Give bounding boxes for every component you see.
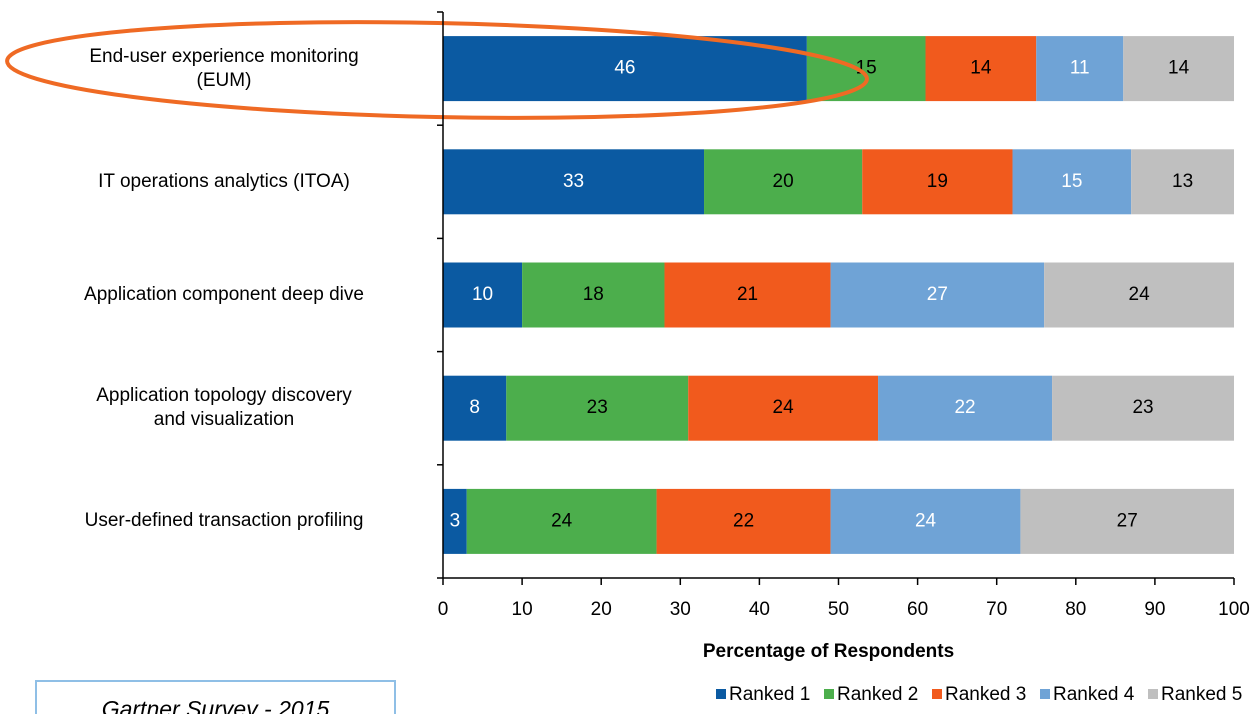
value-label: 11 [1070,58,1090,79]
legend-label: Ranked 1 [729,684,810,705]
value-label: 8 [469,397,480,418]
bar-segment [656,488,831,554]
x-tick-label: 80 [1065,599,1086,620]
x-tick-label: 90 [1144,599,1165,620]
value-label: 15 [856,58,877,79]
value-label: 21 [737,284,758,305]
bar-segment [1020,488,1234,554]
value-label: 46 [614,58,635,79]
value-label: 27 [927,284,948,305]
bar-segment [466,488,657,554]
bar-segment [443,36,807,102]
bar-segment [443,262,523,328]
bar-segment [522,262,665,328]
category-label: IT operations analytics (ITOA) [98,170,350,192]
x-tick-label: 50 [828,599,849,620]
bar-segment [1036,36,1124,102]
legend-swatch [716,689,726,699]
source-note: Gartner Survey - 2015 [35,680,396,714]
category-label: Application component deep dive [84,284,364,305]
value-label: 19 [927,171,948,192]
value-label: 23 [587,397,608,418]
legend-swatch [824,689,834,699]
bar-segment [806,36,926,102]
category-label: Application topology discovery and visua… [96,385,352,431]
value-label: 27 [1117,510,1138,531]
value-label: 18 [583,284,604,305]
bar-segment [443,488,467,554]
value-label: 22 [954,397,975,418]
value-label: 15 [1061,171,1082,192]
x-tick-label: 40 [749,599,770,620]
value-label: 13 [1172,171,1193,192]
highlight-ellipse [5,20,869,120]
x-tick-label: 60 [907,599,928,620]
value-label: 10 [472,284,493,305]
bar-segment [704,149,863,215]
bar-segment [506,375,689,441]
value-label: 24 [915,510,937,531]
bar-segment [1012,149,1132,215]
bar-segment [830,488,1021,554]
x-tick-label: 10 [512,599,533,620]
legend-label: Ranked 5 [1161,684,1242,705]
bar-segment [443,375,507,441]
legend-label: Ranked 4 [1053,684,1135,705]
x-tick-label: 20 [591,599,612,620]
value-label: 20 [773,171,794,192]
value-label: 24 [551,510,573,531]
legend-swatch [1040,689,1050,699]
legend-label: Ranked 2 [837,684,918,705]
x-tick-label: 70 [986,599,1007,620]
legend-swatch [932,689,942,699]
bar-segment [664,262,831,328]
x-axis-title: Percentage of Respondents [703,641,954,662]
bar-segment [443,149,705,215]
value-label: 33 [563,171,584,192]
bar-segment [1052,375,1234,441]
value-label: 24 [1129,284,1151,305]
x-tick-label: 30 [670,599,691,620]
bar-segment [878,375,1053,441]
value-label: 24 [773,397,795,418]
category-label: End-user experience monitoring (EUM) [89,45,359,91]
value-label: 14 [1168,58,1190,79]
x-tick-label: 0 [438,599,449,620]
x-tick-label: 100 [1218,599,1250,620]
bar-segment [925,36,1037,102]
bar-segment [1131,149,1234,215]
category-label: User-defined transaction profiling [84,510,364,532]
bar-segment [688,375,879,441]
bar-segment [1044,262,1234,328]
legend-label: Ranked 3 [945,684,1026,705]
value-label: 22 [733,510,754,531]
legend-swatch [1148,689,1158,699]
value-label: 23 [1132,397,1153,418]
bar-segment [1123,36,1234,102]
value-label: 3 [450,510,461,531]
value-label: 14 [970,58,992,79]
bar-segment [830,262,1045,328]
bar-segment [862,149,1013,215]
